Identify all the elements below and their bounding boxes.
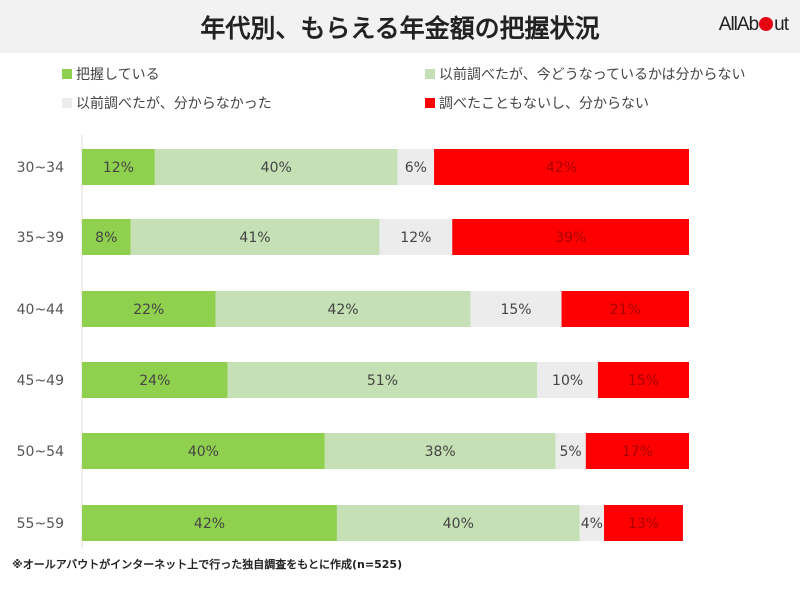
legend-label: 把握している <box>76 67 160 83</box>
data-label: 15% <box>628 373 659 389</box>
bar-segment <box>397 149 435 185</box>
bar-segment <box>130 219 380 255</box>
bar-segment <box>537 362 598 398</box>
bar-segment <box>82 291 216 327</box>
legend-swatch <box>62 69 72 79</box>
bar-segment <box>82 505 337 541</box>
data-label: 51% <box>367 373 398 389</box>
legend-label: 以前調べたが、今どうなっているかは分からない <box>439 67 746 83</box>
data-label: 15% <box>500 302 531 318</box>
bar-segment <box>82 362 228 398</box>
data-label: 13% <box>628 516 659 532</box>
legend-label: 以前調べたが、分からなかった <box>76 96 272 112</box>
data-label: 40% <box>261 160 292 176</box>
legend-swatch <box>425 98 435 108</box>
bar-segment <box>227 362 538 398</box>
bar-segment <box>561 291 689 327</box>
data-label: 12% <box>400 230 431 246</box>
data-label: 6% <box>405 160 427 176</box>
legend-swatch <box>62 98 72 108</box>
legend-item: 把握している <box>62 64 160 84</box>
legend-item: 調べたこともないし、分からない <box>425 93 649 113</box>
bar-segment <box>154 149 398 185</box>
data-label: 12% <box>103 160 134 176</box>
category-label: 45~49 <box>17 373 64 389</box>
bar-segment <box>434 149 689 185</box>
data-label: 38% <box>425 444 456 460</box>
bar-segment <box>452 219 689 255</box>
category-label: 55~59 <box>17 516 64 532</box>
data-label: 41% <box>239 230 270 246</box>
bar-segment <box>597 362 689 398</box>
bar-segment <box>604 505 683 541</box>
legend-label: 調べたこともないし、分からない <box>439 96 649 112</box>
data-label: 22% <box>133 302 164 318</box>
data-label: 42% <box>194 516 225 532</box>
bar-segment <box>324 433 556 469</box>
category-label: 40~44 <box>17 302 64 318</box>
bar-segment <box>470 291 562 327</box>
category-label: 35~39 <box>17 230 64 246</box>
bar-segment <box>215 291 471 327</box>
chart-title: 年代別、もらえる年金額の把握状況 <box>200 14 600 43</box>
data-label: 8% <box>95 230 117 246</box>
data-label: 42% <box>546 160 577 176</box>
data-label: 42% <box>327 302 358 318</box>
legend-item: 以前調べたが、分からなかった <box>62 93 272 113</box>
data-label: 40% <box>188 444 219 460</box>
data-label: 40% <box>443 516 474 532</box>
category-label: 30~34 <box>17 160 64 176</box>
legend-item: 以前調べたが、今どうなっているかは分からない <box>425 64 745 84</box>
bar-segment <box>82 149 155 185</box>
category-label: 50~54 <box>17 444 64 460</box>
bar-segment <box>555 433 586 469</box>
bar-segment <box>82 219 131 255</box>
allabout-logo: AllAb ut <box>718 14 789 35</box>
legend-swatch <box>425 69 435 79</box>
data-label: 5% <box>560 444 582 460</box>
bar-segment <box>82 433 325 469</box>
data-label: 39% <box>555 230 586 246</box>
bar-segment <box>379 219 453 255</box>
data-label: 10% <box>552 373 583 389</box>
data-label: 17% <box>622 444 653 460</box>
footnote: ※オールアバウトがインターネット上で行った独自調査をもとに作成(n=525) <box>12 558 403 571</box>
bar-segment <box>579 505 605 541</box>
data-label: 24% <box>139 373 170 389</box>
bar-segment <box>585 433 689 469</box>
bar-segment <box>336 505 580 541</box>
data-label: 21% <box>610 302 641 318</box>
data-label: 4% <box>581 516 603 532</box>
header <box>0 0 800 53</box>
